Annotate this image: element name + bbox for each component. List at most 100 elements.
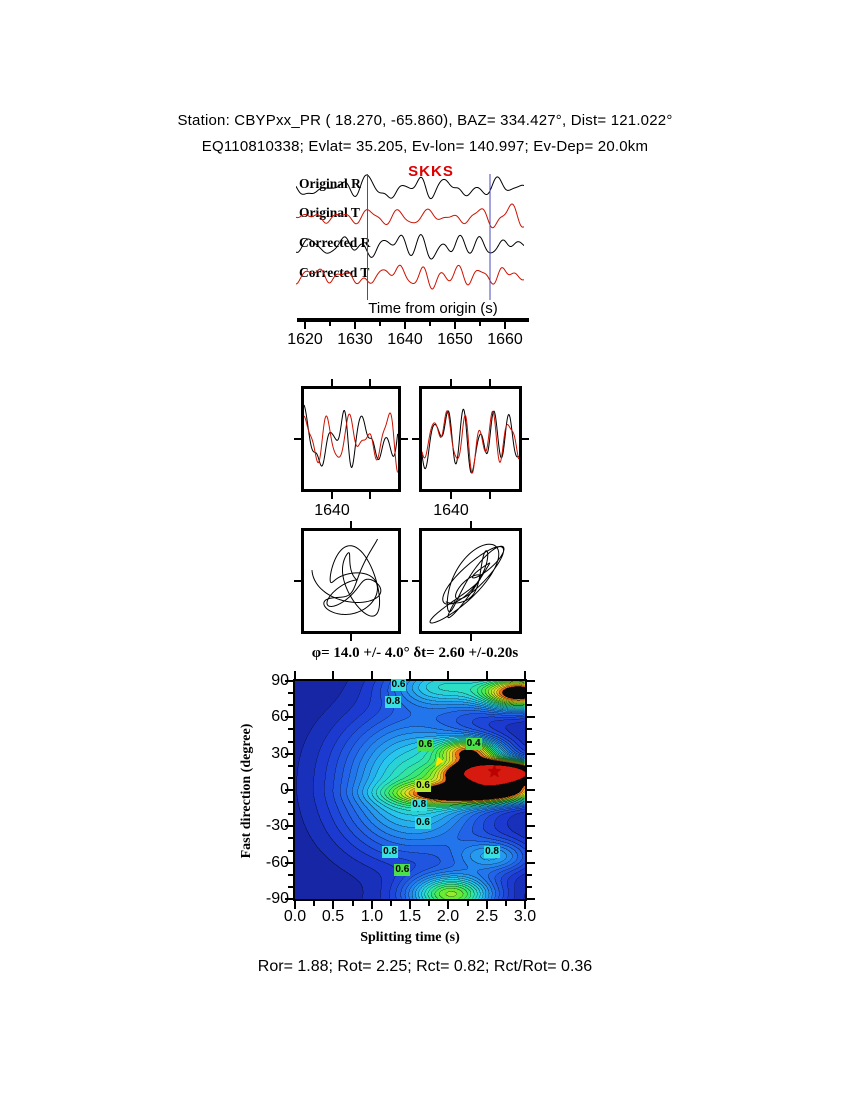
- tick-mark: [294, 580, 301, 582]
- tick-mark: [329, 322, 331, 326]
- tick-mark: [288, 849, 293, 852]
- tick-mark: [447, 901, 450, 909]
- contour-level-label: 0.4: [465, 737, 482, 750]
- tick-mark: [288, 704, 293, 707]
- best-solution-star-icon: ★: [486, 762, 502, 782]
- tick-mark: [527, 680, 535, 682]
- fast-direction-axis-label: Fast direction (degree): [239, 723, 254, 859]
- tick-mark: [412, 580, 419, 582]
- tick-mark: [527, 801, 532, 804]
- tick-mark: [504, 901, 507, 906]
- error-surface-frame: [293, 679, 527, 901]
- energy-ratio-results: Ror= 1.88; Rot= 2.25; Rct= 0.82; Rct/Rot…: [257, 958, 593, 975]
- tick-mark: [479, 322, 481, 326]
- particle-motion-original-box: [301, 528, 401, 634]
- tick-mark: [527, 837, 532, 840]
- tick-mark: [368, 379, 371, 386]
- event-info-line: EQ110810338; Evlat= 35.205, Ev-lon= 140.…: [201, 138, 649, 155]
- tick-mark: [447, 671, 450, 679]
- phi-tick-90: 90: [271, 672, 289, 689]
- phi-tick-m60: -60: [265, 854, 289, 871]
- tick-mark: [288, 764, 293, 767]
- tick-mark: [285, 789, 293, 791]
- tick-mark: [450, 379, 453, 386]
- error-surface-map: [295, 681, 525, 899]
- tick-mark: [288, 692, 293, 695]
- tick-mark: [401, 580, 408, 582]
- tick-mark: [469, 634, 472, 641]
- tick-mark: [304, 322, 306, 329]
- tick-mark: [454, 322, 456, 329]
- tick-mark: [527, 825, 535, 828]
- tick-mark: [389, 901, 392, 906]
- waveform-traces-plot: [296, 172, 524, 306]
- tick-mark: [370, 901, 373, 909]
- tick-mark: [288, 885, 293, 888]
- tick-mark: [488, 379, 491, 386]
- tick-mark: [527, 740, 532, 743]
- tick-mark: [285, 680, 293, 682]
- time-tick-1650: 1650: [437, 331, 473, 348]
- contour-level-label: 0.8: [484, 845, 500, 858]
- tick-mark: [354, 322, 356, 329]
- dt-tick-20: 2.0: [436, 908, 460, 925]
- time-axis-label: Time from origin (s): [368, 300, 498, 317]
- zoom-original-plot: [304, 389, 398, 489]
- dt-tick-10: 1.0: [360, 908, 384, 925]
- dt-tick-0: 0.0: [283, 908, 307, 925]
- tick-mark: [368, 492, 371, 499]
- time-tick-1640: 1640: [387, 331, 423, 348]
- tick-mark: [428, 901, 431, 906]
- tick-mark: [288, 813, 293, 816]
- tick-mark: [288, 776, 293, 779]
- dt-tick-05: 0.5: [321, 908, 345, 925]
- zoom-corrected-plot: [422, 389, 519, 489]
- time-tick-1620: 1620: [287, 331, 323, 348]
- tick-mark: [527, 728, 532, 731]
- tick-mark: [466, 901, 469, 906]
- tick-mark: [351, 901, 354, 906]
- split-parameters-title: φ= 14.0 +/- 4.0° δt= 2.60 +/-0.20s: [311, 645, 519, 661]
- tick-mark: [527, 692, 532, 695]
- contour-level-label: 0.6: [394, 863, 411, 876]
- time-axis-line: [297, 318, 529, 322]
- tick-mark: [527, 776, 532, 779]
- particle-motion-original-plot: [304, 531, 398, 631]
- tick-mark: [288, 873, 293, 876]
- tick-mark: [527, 716, 535, 719]
- tick-mark: [522, 580, 529, 582]
- tick-mark: [332, 671, 335, 679]
- zoom-window-corrected: [419, 386, 522, 492]
- tick-mark: [285, 716, 293, 719]
- tick-mark: [285, 752, 293, 755]
- tick-mark: [522, 438, 529, 440]
- contour-level-label: 0.6: [415, 780, 431, 793]
- dt-tick-15: 1.5: [398, 908, 422, 925]
- tick-mark: [429, 322, 431, 326]
- phi-tick-60: 60: [271, 708, 289, 725]
- station-info-line: Station: CBYPxx_PR ( 18.270, -65.860), B…: [177, 112, 673, 129]
- tick-mark: [404, 322, 406, 329]
- tick-mark: [469, 521, 472, 528]
- tick-mark: [504, 322, 506, 329]
- error-surface-overlay: 0.6 0.8 0.6 0.4 0.6 0.8 0.6 0.8 0.6 0.8 ★: [295, 678, 525, 899]
- phi-tick-m90: -90: [265, 890, 289, 907]
- tick-mark: [409, 671, 411, 679]
- contour-level-label: 0.8: [385, 695, 402, 708]
- particle-motion-corrected-box: [419, 528, 522, 634]
- tick-mark: [332, 901, 335, 909]
- tick-mark: [527, 764, 532, 767]
- particle-motion-corrected-plot: [422, 531, 519, 631]
- tick-mark: [527, 789, 535, 791]
- tick-mark: [294, 438, 301, 440]
- arrow-marker-icon: [431, 756, 444, 770]
- contour-level-label: 0.6: [415, 816, 431, 829]
- time-tick-1630: 1630: [337, 331, 373, 348]
- tick-mark: [401, 438, 408, 440]
- tick-mark: [288, 837, 293, 840]
- contour-level-label: 0.8: [382, 845, 399, 858]
- tick-mark: [527, 898, 535, 900]
- tick-mark: [485, 901, 488, 909]
- zoom-window-original: [301, 386, 401, 492]
- tick-mark: [370, 671, 373, 679]
